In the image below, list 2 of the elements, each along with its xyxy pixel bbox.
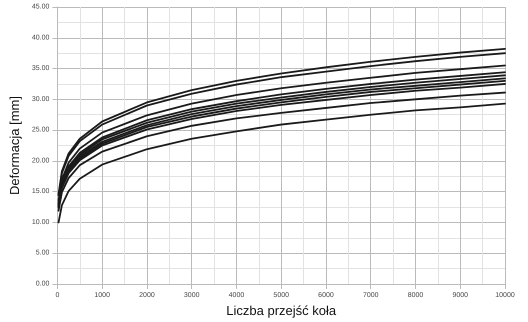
- y-axis-title: Deformacja [mm]: [7, 96, 22, 195]
- x-axis-title: Liczba przejść koła: [226, 303, 337, 318]
